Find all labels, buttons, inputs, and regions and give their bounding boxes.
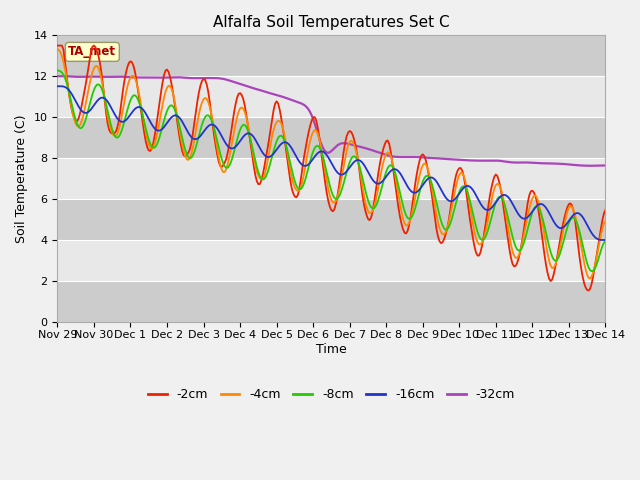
- Bar: [58, 117, 605, 158]
- X-axis label: Time: Time: [316, 343, 347, 356]
- Bar: [58, 76, 605, 117]
- Title: Alfalfa Soil Temperatures Set C: Alfalfa Soil Temperatures Set C: [213, 15, 450, 30]
- Bar: [58, 281, 605, 323]
- Legend: -2cm, -4cm, -8cm, -16cm, -32cm: -2cm, -4cm, -8cm, -16cm, -32cm: [143, 383, 520, 406]
- Bar: [58, 158, 605, 199]
- Text: TA_met: TA_met: [68, 46, 116, 59]
- Y-axis label: Soil Temperature (C): Soil Temperature (C): [15, 115, 28, 243]
- Bar: [58, 36, 605, 76]
- Bar: [58, 240, 605, 281]
- Bar: [58, 199, 605, 240]
